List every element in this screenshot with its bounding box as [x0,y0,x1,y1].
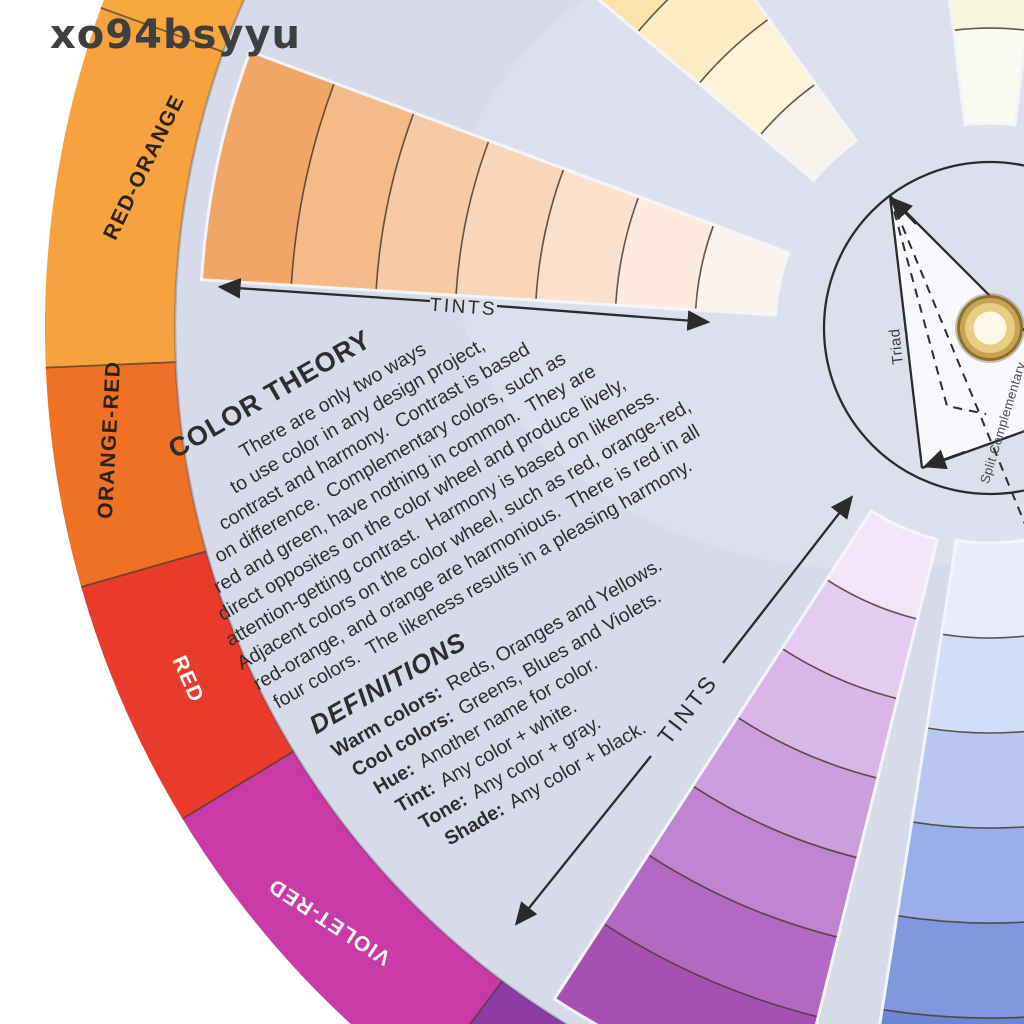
tint-step [781,579,918,699]
tint-step-dividers [290,82,715,311]
tint-step [554,923,819,1024]
hue-ring [44,0,567,1024]
tint-step [698,19,816,136]
tint-step [456,140,564,301]
tint-window-orange [199,49,791,317]
bottom-vertex-arrow [922,449,966,470]
cover-edge-shadow [173,0,569,1024]
tint-step-dividers [881,633,1024,1019]
center-harmony-diagram: Triad Split Complementary [822,160,1024,525]
window-cut-edge [199,49,791,317]
triad-triangle-fill [890,196,1024,468]
tint-step [911,728,1024,829]
ring-sector-violet-red [182,751,503,1024]
tint-step [201,51,335,286]
tint-step-dividers [636,0,816,136]
ring-sector-yellow-orange [100,0,245,52]
window-cut-edge [596,0,859,183]
tint-step [599,0,668,33]
tint-step [879,1009,1024,1024]
tint-step [648,785,858,938]
tint-step [291,82,414,291]
tint-step-divider [953,27,1024,32]
window-cut-edge [552,508,940,1024]
tints-arrow-top: TINTS [217,277,711,331]
tint-step [737,648,898,779]
triad-side-left [888,195,924,469]
ring-sector-dividers [45,7,504,1024]
tint-step-dividers [602,578,918,1018]
apex-arrow [889,196,917,225]
harmony-circle [822,160,1024,496]
tint-step [637,0,769,84]
tint-step [941,540,1024,638]
ring-sector-orange-red [45,362,207,587]
triad-label: Triad [886,328,907,366]
tint-window-yellow-green [948,0,1024,127]
tint-step [953,28,1024,125]
tint-step [603,854,839,1017]
watermark-text: xo94bsyyu [50,12,302,58]
tint-step [949,0,1024,31]
split-complementary-line-1 [889,195,987,415]
center-grommet [955,293,1024,363]
tints-label-top: TINTS [429,295,498,321]
tint-window-blue [878,538,1024,1024]
window-cut-edge [948,0,1024,127]
tint-step [692,717,878,858]
tint-step [615,196,714,310]
window-cut-edge [878,538,1024,1024]
tint-step [882,915,1024,1018]
tint-step [695,224,789,315]
tint-step [926,634,1024,733]
tint-window-violet [552,508,940,1024]
ring-sector-red-orange [44,7,224,368]
ring-sector-violet [470,981,567,1024]
ring-sector-red [81,551,294,819]
tint-step [535,168,639,306]
tint-window-yellow [596,0,859,183]
tint-step [896,821,1024,924]
